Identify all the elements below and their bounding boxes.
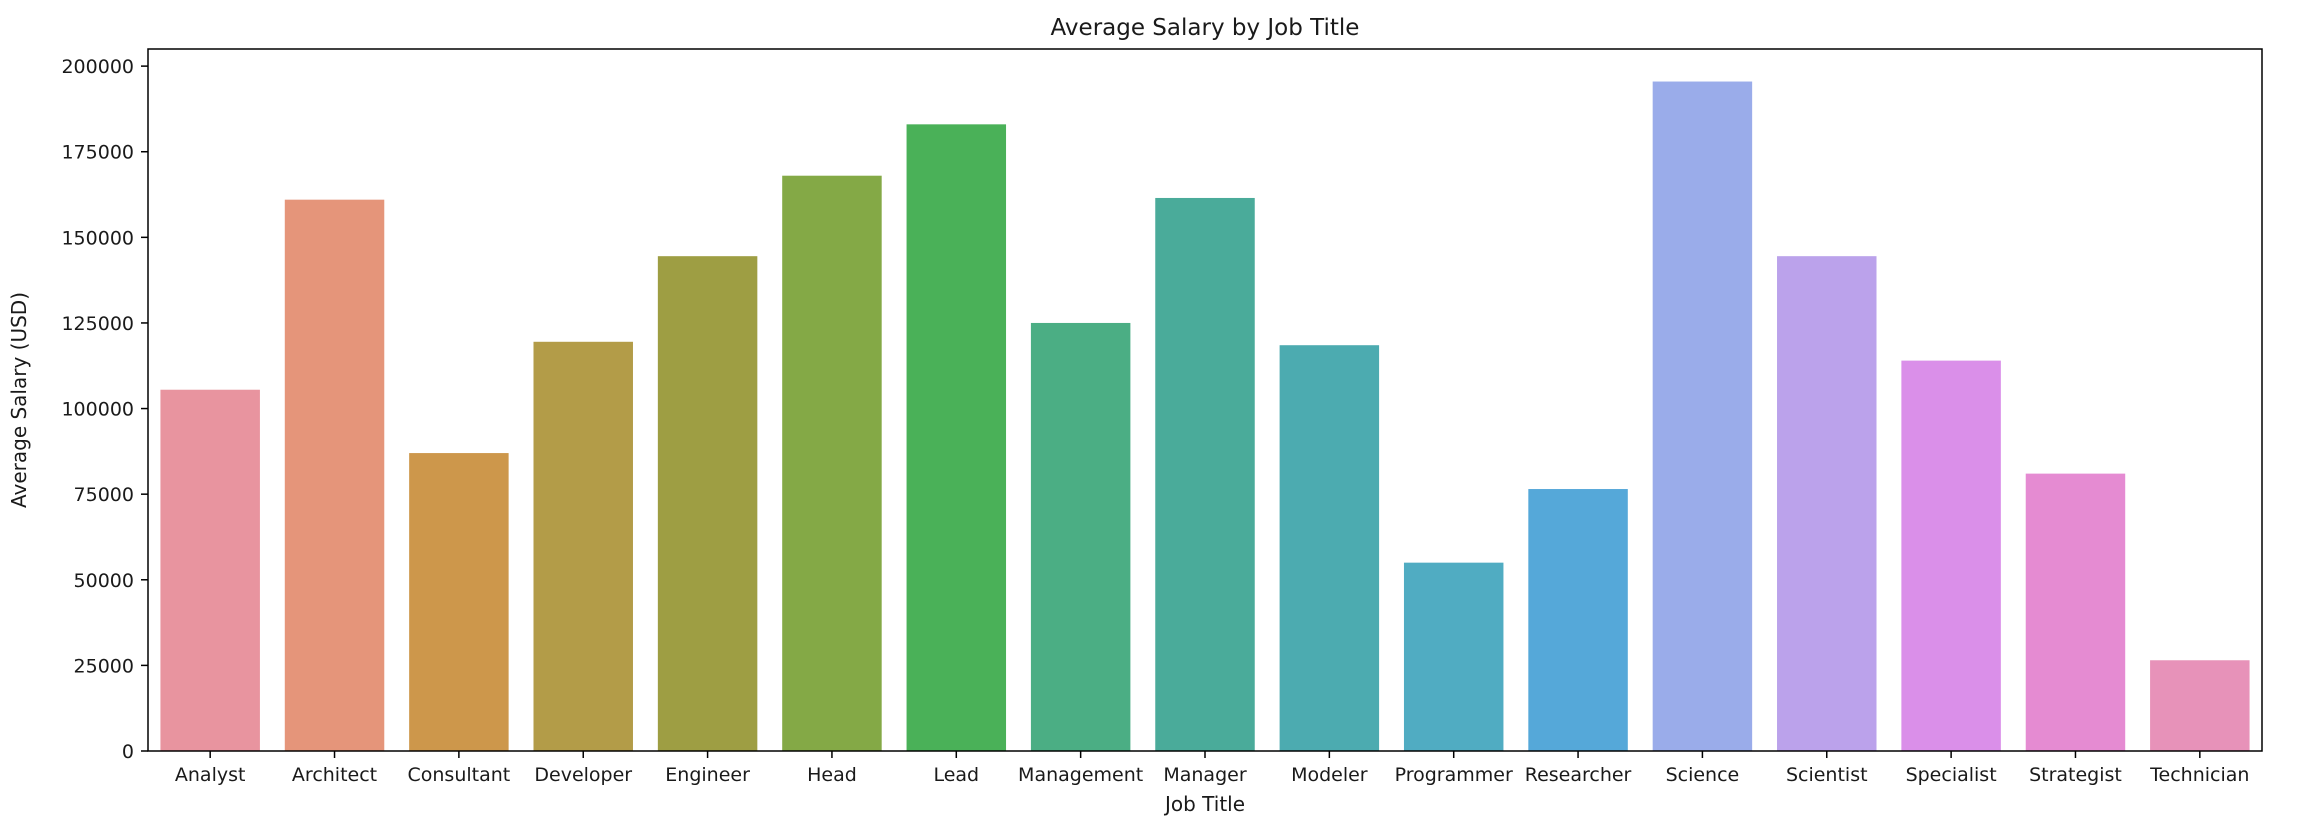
y-tick-label: 75000 [74,484,134,506]
x-tick-label: Analyst [175,764,246,786]
bar-strategist [2025,473,2126,751]
y-axis-label: Average Salary (USD) [7,292,31,508]
bar-lead [906,124,1007,751]
bars-group [160,81,2250,752]
bar-management [1030,322,1131,751]
x-tick-label: Specialist [1906,764,1997,786]
bar-specialist [1901,360,2001,751]
x-tick-label: Researcher [1525,764,1632,786]
plot-frame [147,48,2263,752]
bar-modeler [1279,345,1380,751]
x-axis-label: Job Title [1163,792,1245,816]
bar-architect [284,199,385,752]
x-tick-label: Architect [292,764,377,786]
x-tick-label: Manager [1163,764,1246,786]
y-tick-label: 25000 [74,655,134,677]
x-tick-label: Developer [534,764,632,786]
y-axis-ticks: 0 25000 50000 75000 100000 125000 150000 175000… [61,56,148,763]
y-tick-label: 50000 [74,570,134,592]
bar-scientist [1777,256,1877,751]
x-tick-label: Technician [2149,764,2249,786]
bar-manager [1155,197,1255,752]
x-tick-label: Strategist [2029,764,2122,786]
bar-consultant [409,453,509,751]
bar-developer [533,341,633,751]
x-tick-label: Modeler [1291,764,1368,786]
bar-analyst [160,389,260,751]
y-tick-label: 175000 [61,142,134,164]
x-tick-label: Management [1018,764,1143,786]
bar-head [782,175,882,751]
y-tick-label: 125000 [61,313,134,335]
chart-title: Average Salary by Job Title [1051,15,1360,41]
x-tick-label: Scientist [1786,764,1868,786]
y-tick-label: 100000 [61,399,134,421]
x-tick-label: Science [1666,764,1740,786]
bar-researcher [1528,489,1628,751]
y-tick-label: 150000 [61,227,134,249]
y-tick-label: 0 [122,741,134,763]
x-tick-label: Engineer [665,764,750,786]
bar-science [1652,81,1753,751]
x-tick-label: Lead [933,764,979,786]
bar-engineer [657,256,758,751]
bar-technician [2150,660,2250,751]
x-axis-ticks: Analyst Architect Consultant Developer Engin… [175,751,2249,786]
x-tick-label: Programmer [1395,764,1513,786]
x-tick-label: Consultant [408,764,511,786]
bar-programmer [1403,562,1504,751]
y-tick-label: 200000 [61,56,134,78]
x-tick-label: Head [807,764,857,786]
